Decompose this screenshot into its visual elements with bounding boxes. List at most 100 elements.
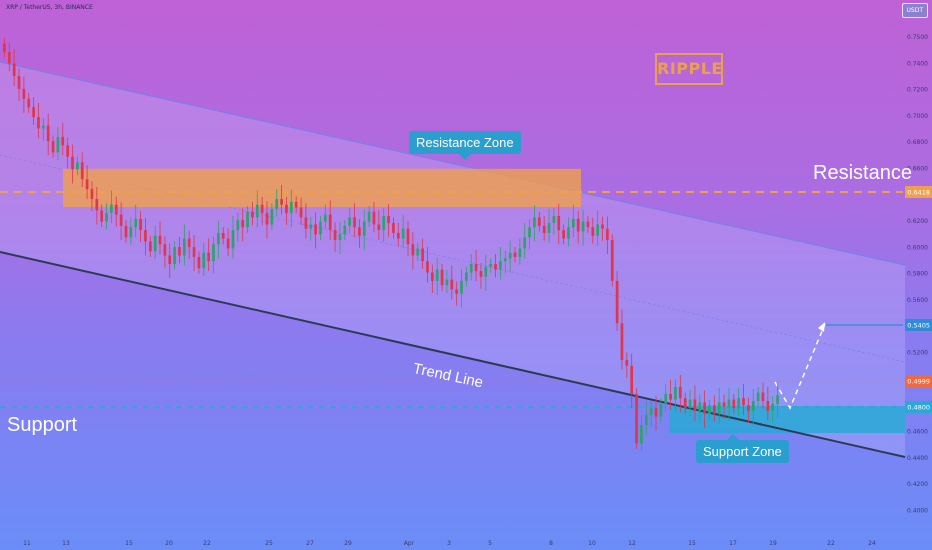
candle [338, 222, 342, 255]
candle-body [426, 261, 429, 273]
candle-body [455, 289, 458, 294]
candle [114, 196, 118, 227]
x-tick-label: 3 [447, 540, 451, 547]
candle-body [46, 125, 50, 142]
candle [688, 389, 692, 416]
candle [32, 97, 35, 125]
candle-body [37, 117, 40, 129]
candle-body [236, 220, 240, 231]
candle-body [572, 218, 575, 228]
candle [460, 268, 463, 308]
candle [484, 254, 488, 291]
candle-body [406, 228, 410, 245]
trend-line [0, 251, 906, 458]
candle [158, 221, 162, 255]
candle-body [756, 392, 760, 402]
candle-body [27, 98, 31, 108]
candle [683, 392, 687, 414]
candle [567, 217, 570, 247]
candle [440, 263, 444, 291]
candle [678, 374, 682, 413]
symbol-header: XRP / TetherUS, 3h, BINANCE [6, 4, 93, 11]
candle [387, 203, 390, 238]
candle-body [771, 403, 775, 411]
candle-body [100, 210, 104, 222]
candle-body [158, 235, 162, 245]
x-tick-label: 19 [769, 540, 777, 547]
candle-body [148, 241, 152, 252]
y-tick-label: 0.6600 [907, 166, 928, 173]
candle-body [168, 255, 172, 264]
candle-body [270, 208, 274, 225]
candle-body [90, 189, 94, 200]
candle-body [654, 408, 658, 417]
candle-body [134, 218, 138, 228]
candle-body [552, 215, 556, 224]
candle-body [659, 403, 663, 417]
x-tick-label: 11 [23, 540, 31, 547]
candle-body [353, 217, 356, 228]
candle [708, 399, 711, 420]
candle-body [484, 266, 488, 277]
candle [747, 397, 750, 423]
y-tick-label: 0.6000 [907, 244, 928, 251]
x-tick-label: 25 [265, 540, 273, 547]
candle [110, 190, 113, 224]
candle-body [221, 232, 225, 239]
candle [270, 203, 274, 231]
candle [606, 216, 609, 255]
candle [119, 202, 123, 240]
y-tick-label: 0.7000 [907, 113, 928, 120]
candle-body [333, 230, 337, 240]
candle [435, 257, 439, 296]
candle [664, 384, 668, 412]
candle [76, 156, 79, 176]
candle-body [411, 244, 415, 256]
candle [124, 220, 128, 243]
currency-badge[interactable]: USDT [901, 3, 928, 18]
candle [581, 209, 585, 246]
candle-body [56, 136, 60, 153]
candle-body [737, 398, 741, 409]
candle-body [678, 386, 682, 399]
x-tick-label: 24 [868, 540, 876, 547]
candle [95, 187, 99, 225]
y-tick-label: 0.4000 [907, 507, 928, 514]
candle [494, 254, 497, 278]
candle [358, 219, 361, 248]
y-tick-label: 0.5200 [907, 350, 928, 357]
resistance-zone-callout: Resistance Zone [409, 131, 521, 160]
candle [197, 251, 201, 274]
projection-path [774, 323, 826, 410]
candle-body [392, 223, 395, 233]
candle [445, 269, 449, 293]
channel-upper-line [0, 61, 906, 266]
candle-body [226, 238, 230, 249]
candle [761, 382, 765, 409]
candle [406, 220, 410, 257]
candle-body [139, 218, 142, 231]
candle-body [625, 360, 629, 366]
candle-body [197, 256, 201, 269]
candle [547, 208, 551, 243]
candle-body [610, 239, 614, 281]
candle [426, 247, 429, 283]
candle [416, 242, 420, 262]
candle-body [66, 145, 69, 157]
candle-body [508, 252, 512, 259]
candle-body [489, 263, 493, 267]
candle [168, 243, 172, 279]
candle-body [192, 247, 196, 257]
candle-body [212, 244, 215, 262]
candle-body [465, 272, 468, 281]
x-tick-label: Apr [404, 540, 415, 547]
candle-body [421, 248, 424, 262]
x-tick-label: 10 [588, 540, 596, 547]
candle [353, 203, 356, 238]
candle [392, 217, 395, 239]
candle [144, 218, 147, 256]
candle-body [401, 228, 405, 239]
candle-body [387, 215, 390, 224]
x-tick-label: 15 [688, 540, 696, 547]
